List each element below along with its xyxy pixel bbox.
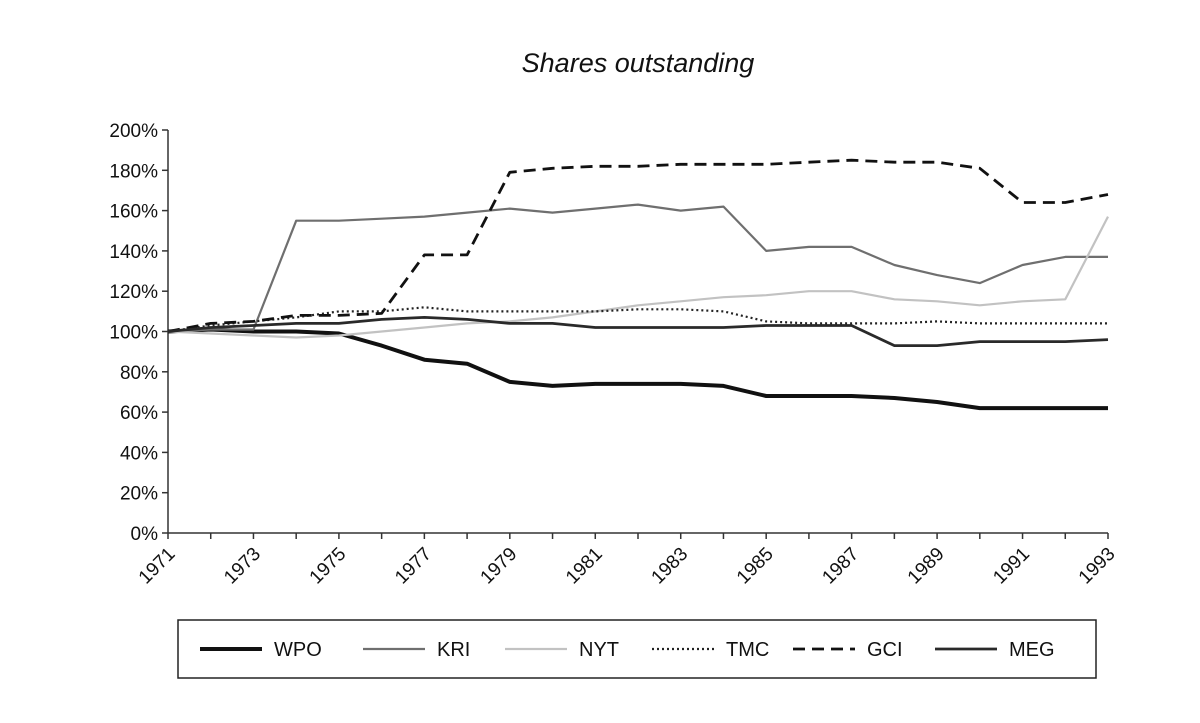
legend-label-gci: GCI <box>867 639 903 661</box>
legend-label-meg: MEG <box>1009 639 1055 661</box>
x-tick-label: 1993 <box>1075 544 1120 589</box>
series-line-kri <box>167 203 1108 333</box>
series-layer <box>167 158 1109 411</box>
x-tick-label: 1971 <box>135 544 180 589</box>
legend-label-wpo: WPO <box>274 639 322 661</box>
y-tick-label: 80% <box>120 363 158 384</box>
x-tick-label: 1987 <box>818 544 863 589</box>
series-line-nyt <box>167 216 1109 339</box>
y-tick-label: 160% <box>109 202 158 223</box>
x-tick-label: 1983 <box>648 544 693 589</box>
x-tick-label: 1973 <box>220 544 265 589</box>
y-tick-label: 140% <box>109 242 158 263</box>
x-tick-label: 1977 <box>391 544 436 589</box>
y-tick-label: 40% <box>120 443 158 464</box>
legend-label-nyt: NYT <box>579 639 619 661</box>
x-tick-label: 1979 <box>477 544 522 589</box>
x-tick-label: 1991 <box>989 544 1034 589</box>
x-tick-label: 1989 <box>904 544 949 589</box>
y-tick-label: 20% <box>120 484 158 505</box>
y-tick-label: 180% <box>109 161 158 182</box>
x-tick-label: 1981 <box>562 544 607 589</box>
x-tick-label: 1985 <box>733 544 778 589</box>
series-line-tmc <box>167 306 1108 333</box>
y-tick-label: 120% <box>109 282 158 303</box>
legend: WPO KRI NYT TMC GCI MEG <box>177 619 1097 679</box>
x-tick-label: 1975 <box>306 544 351 589</box>
y-tick-label: 100% <box>109 323 158 344</box>
y-tick-label: 0% <box>131 524 159 545</box>
y-tick-label: 60% <box>120 403 158 424</box>
chart-title: Shares outstanding <box>522 48 755 78</box>
series-line-meg <box>167 315 1109 348</box>
series-line-gci <box>167 158 1109 333</box>
axes: 0% 20% 40% 60% 80% 100% 120% 140% 160% 180% 200% 19… <box>109 121 1119 588</box>
series-line-wpo <box>167 327 1108 411</box>
legend-label-kri: KRI <box>437 639 470 661</box>
y-tick-label: 200% <box>109 121 158 142</box>
legend-label-tmc: TMC <box>726 639 769 661</box>
